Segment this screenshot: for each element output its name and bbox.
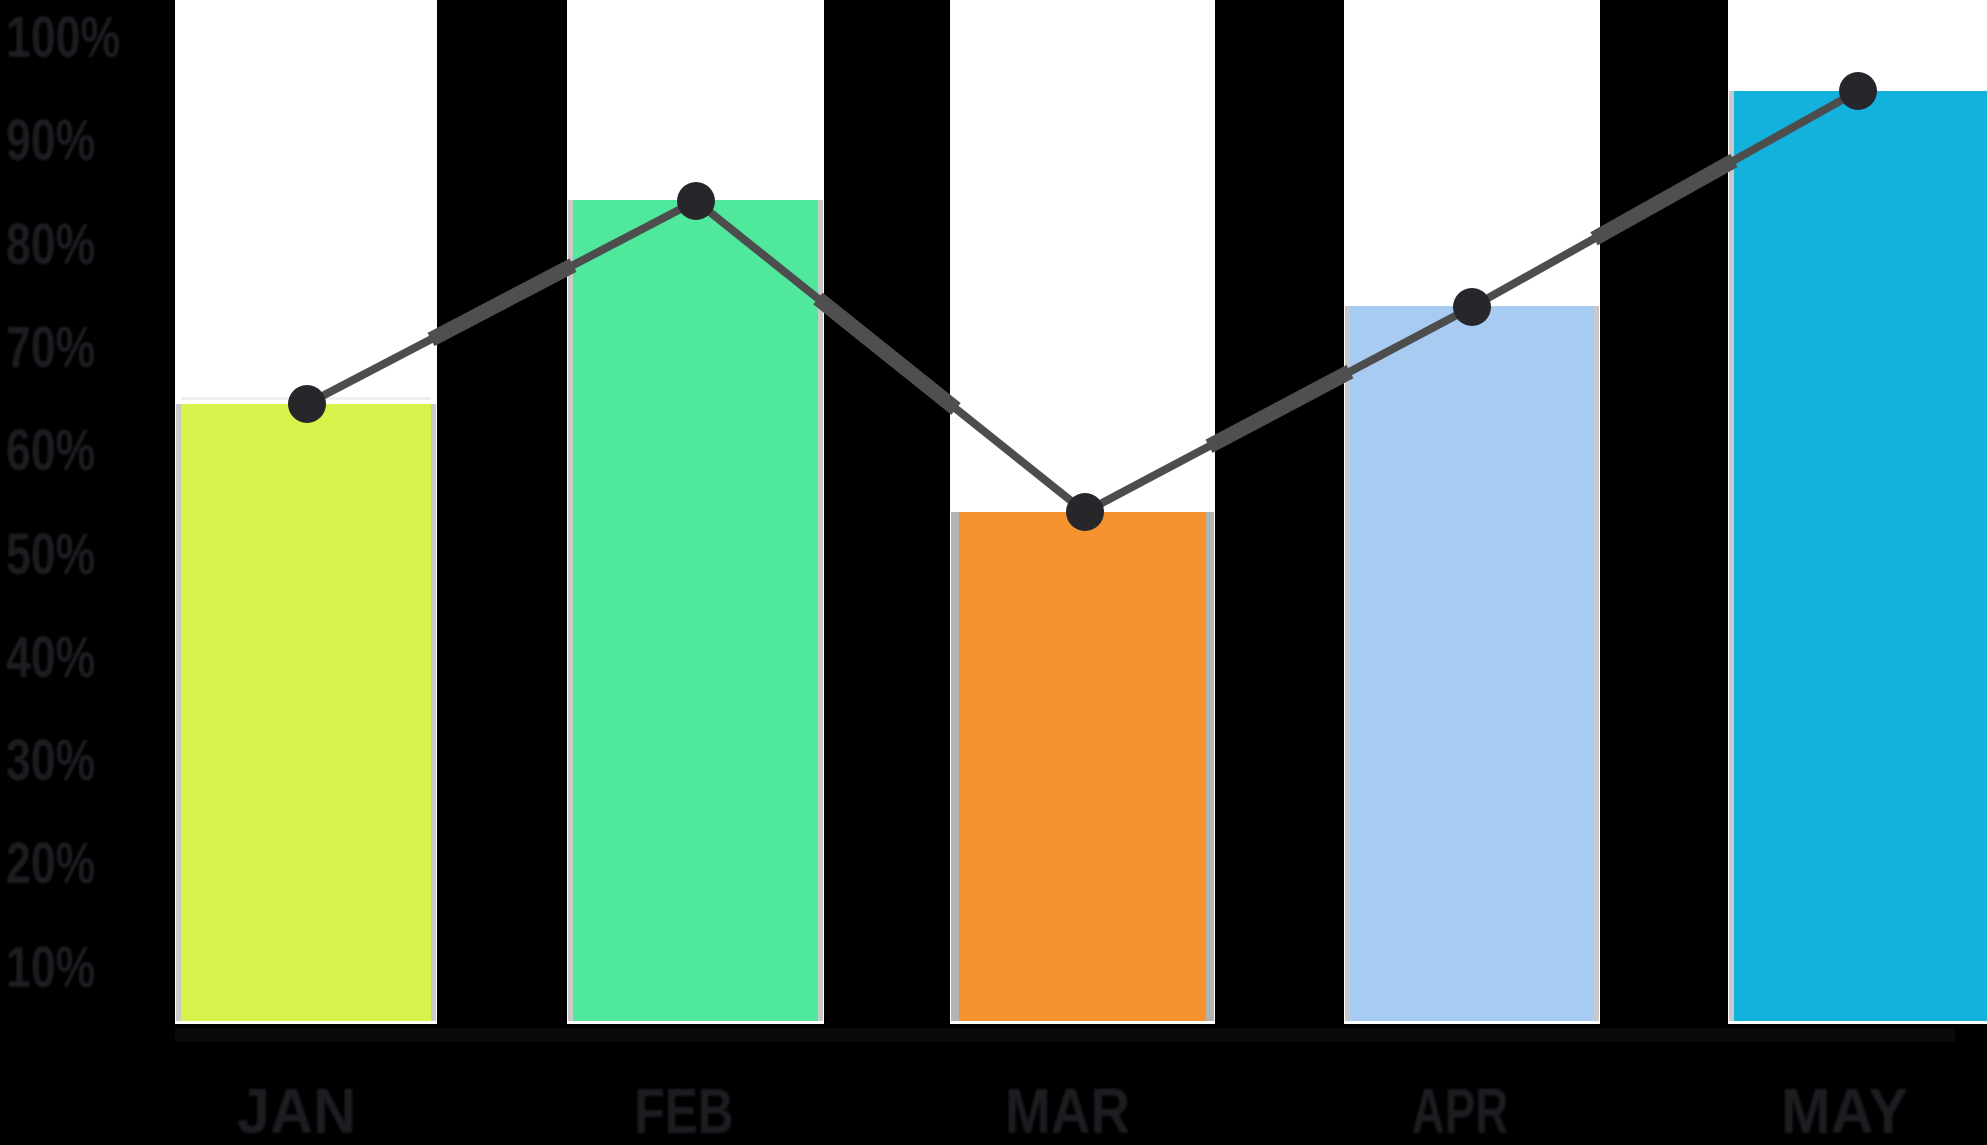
svg-text:70%: 70% [6,314,95,379]
svg-text:JAN: JAN [237,1076,356,1145]
svg-text:10%: 10% [6,934,95,999]
svg-text:40%: 40% [6,624,95,689]
svg-text:90%: 90% [6,107,95,172]
svg-text:FEB: FEB [634,1076,733,1145]
svg-text:20%: 20% [6,830,95,895]
svg-text:MAY: MAY [1781,1076,1908,1145]
svg-text:80%: 80% [6,211,95,276]
svg-text:50%: 50% [6,521,95,586]
svg-text:APR: APR [1412,1076,1509,1145]
svg-text:100%: 100% [6,4,120,69]
svg-text:60%: 60% [6,417,95,482]
svg-text:30%: 30% [6,727,95,792]
svg-text:MAR: MAR [1005,1075,1130,1145]
